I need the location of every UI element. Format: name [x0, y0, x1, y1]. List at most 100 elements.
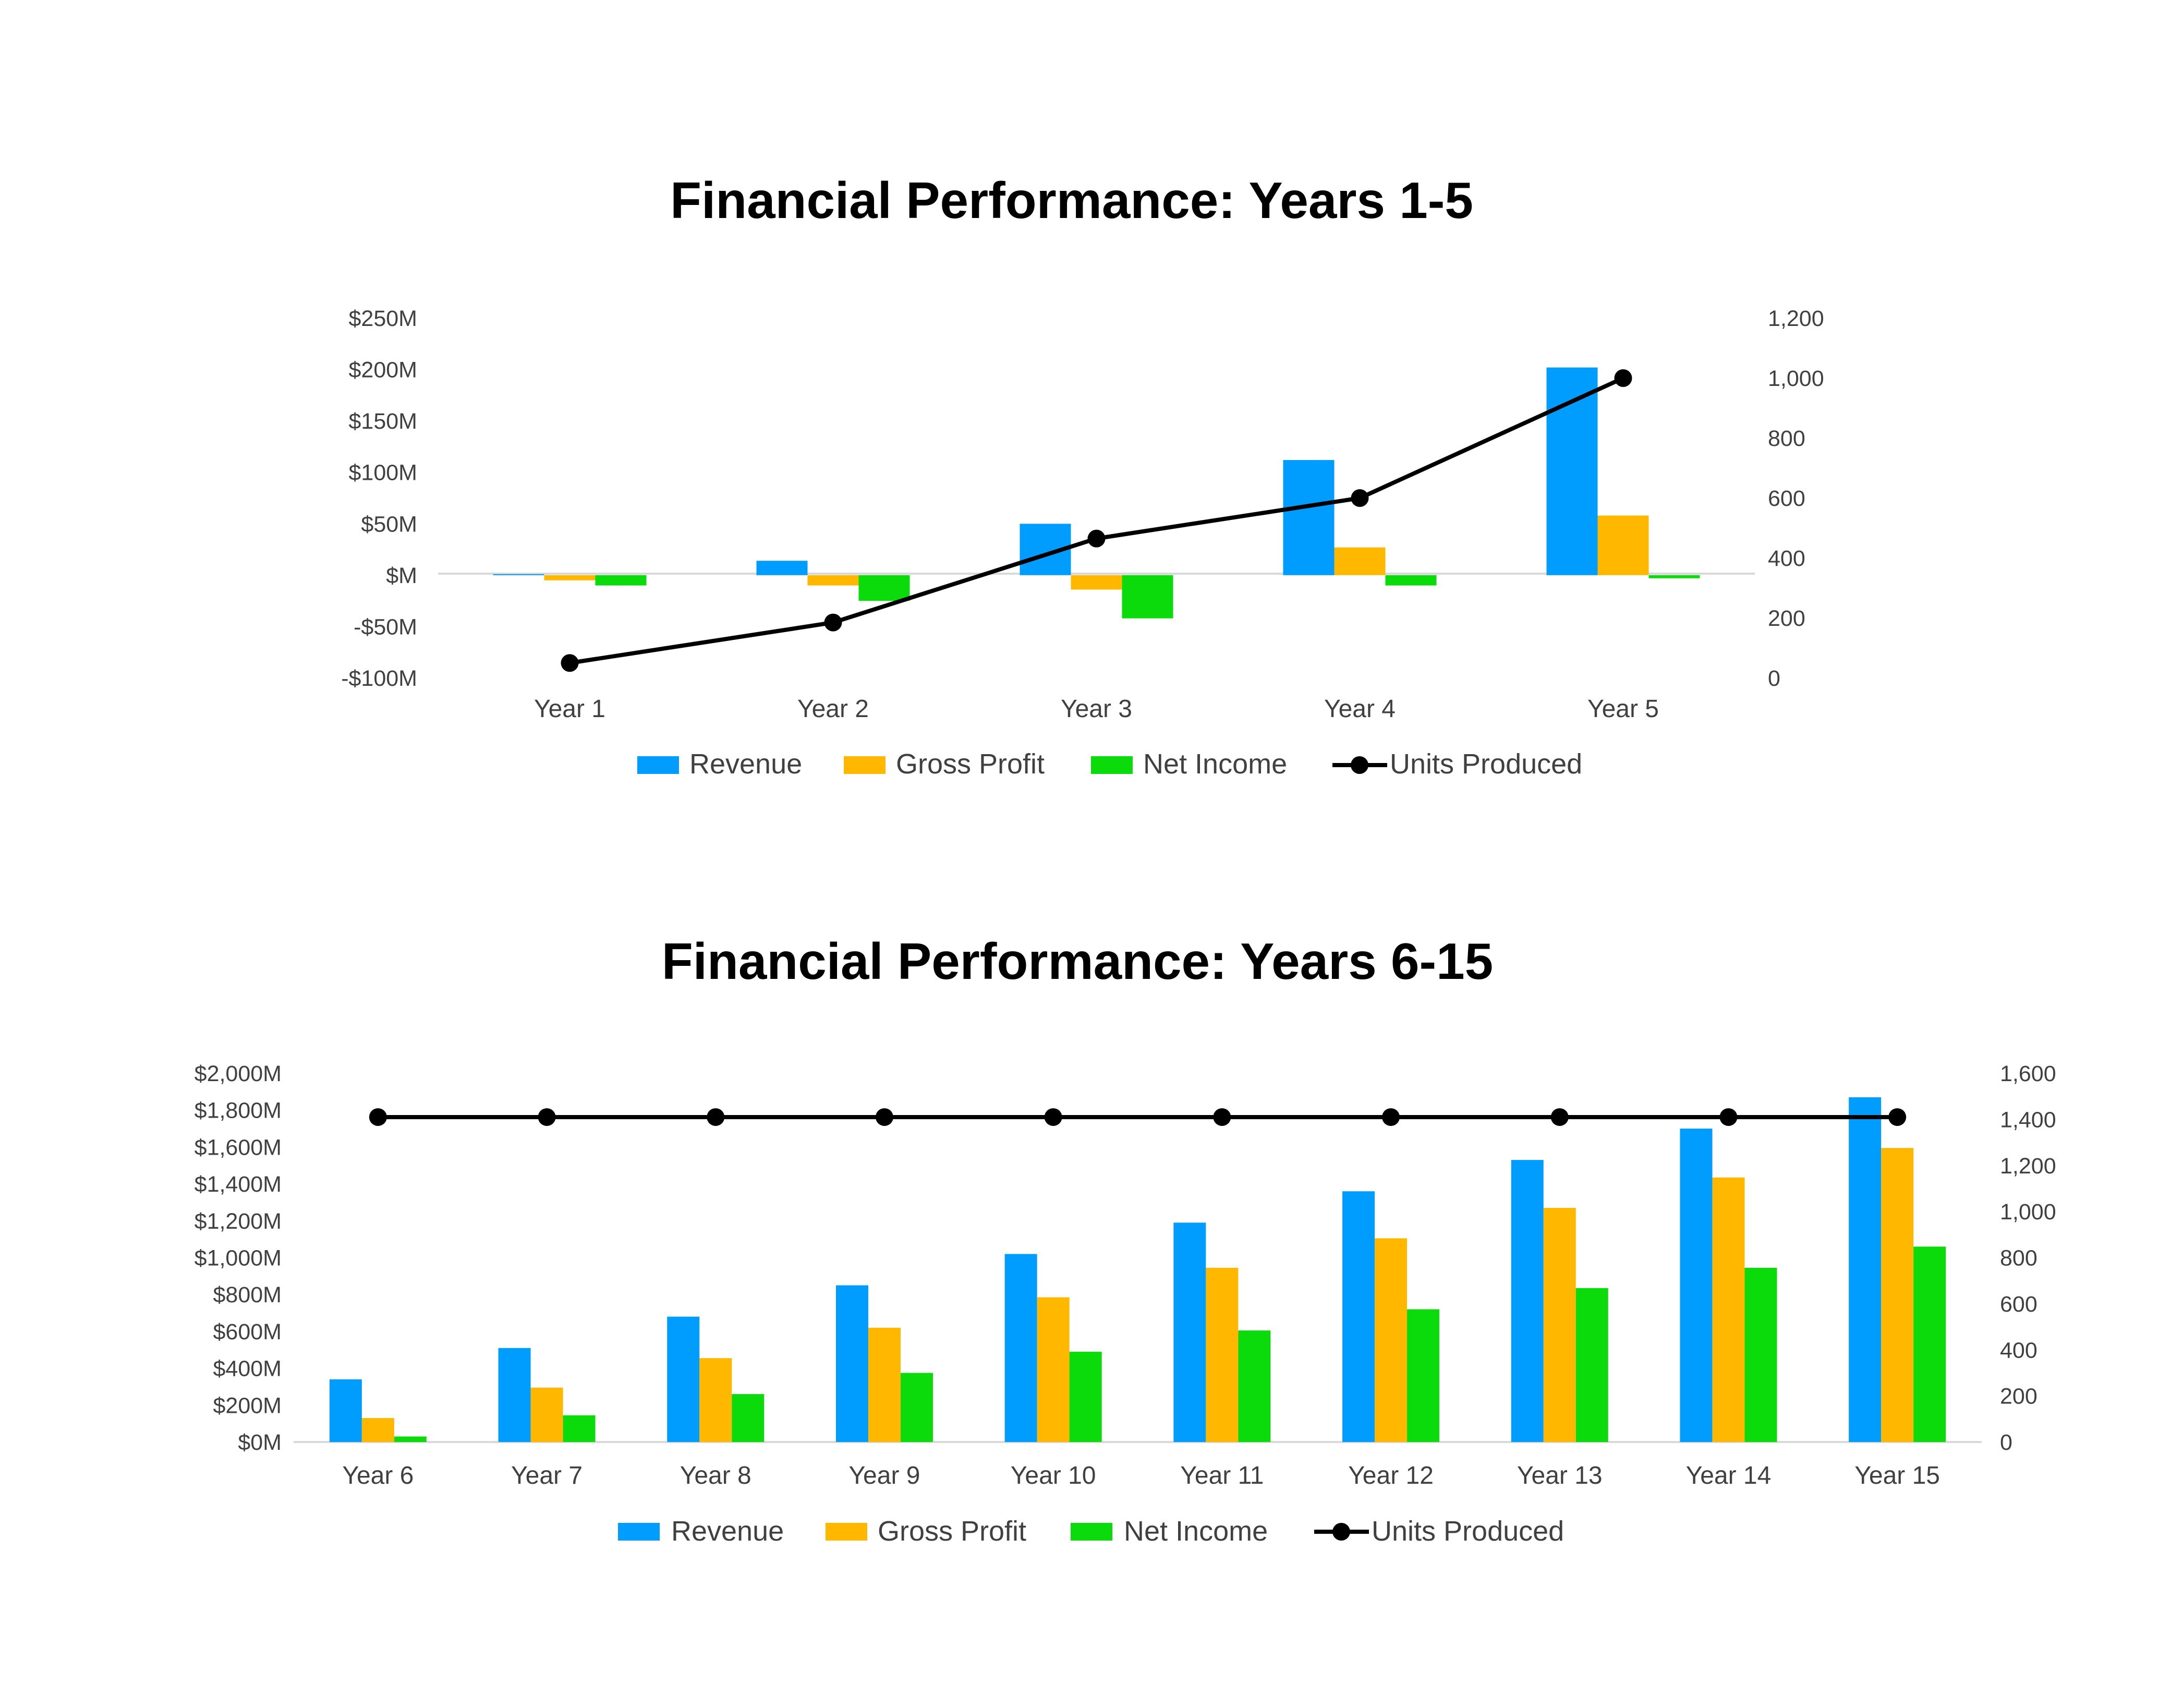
- gross-profit-bar[interactable]: [1206, 1267, 1239, 1442]
- net-income-bar[interactable]: [1385, 575, 1437, 586]
- bars: [493, 367, 1700, 619]
- units-produced-point[interactable]: [1382, 1108, 1400, 1126]
- units-produced-point[interactable]: [875, 1108, 893, 1126]
- gross-profit-bar[interactable]: [1071, 575, 1122, 590]
- x-tick-label: Year 15: [1854, 1462, 1940, 1489]
- legend-item-units-produced[interactable]: Units Produced: [1332, 748, 1582, 780]
- units-produced-point[interactable]: [1614, 369, 1632, 387]
- chart-years-6-15: Financial Performance: Years 6-15 $2,000…: [195, 932, 2056, 1547]
- units-produced-point[interactable]: [1044, 1108, 1062, 1126]
- x-tick-label: Year 9: [848, 1462, 920, 1489]
- gross-profit-bar[interactable]: [1334, 547, 1386, 575]
- net-income-bar[interactable]: [563, 1415, 596, 1442]
- units-produced-point[interactable]: [707, 1108, 725, 1126]
- net-income-bar[interactable]: [1648, 575, 1700, 578]
- net-income-bar[interactable]: [1744, 1267, 1777, 1442]
- net-income-bar[interactable]: [595, 575, 647, 586]
- units-produced-point[interactable]: [1351, 489, 1369, 507]
- y-tick-label: $1,600M: [195, 1135, 282, 1160]
- gross-profit-bar[interactable]: [807, 575, 859, 586]
- y-tick-label: $1,000M: [195, 1246, 282, 1271]
- gross-profit-bar[interactable]: [544, 575, 596, 580]
- net-income-bar[interactable]: [1122, 575, 1173, 619]
- units-produced-point[interactable]: [561, 654, 579, 672]
- units-line: [369, 1108, 1907, 1126]
- y2-tick-label: 1,000: [2000, 1200, 2056, 1225]
- units-produced-point[interactable]: [1087, 529, 1106, 548]
- net-income-bar[interactable]: [1913, 1246, 1946, 1442]
- revenue-bar[interactable]: [1849, 1097, 1882, 1442]
- units-produced-point[interactable]: [1719, 1108, 1738, 1126]
- revenue-bar[interactable]: [493, 574, 544, 575]
- y2-tick-label: 600: [2000, 1292, 2038, 1317]
- y2-tick-label: 0: [1768, 666, 1780, 691]
- revenue-bar[interactable]: [329, 1379, 362, 1442]
- x-tick-label: Year 10: [1011, 1462, 1096, 1489]
- gross-profit-bar[interactable]: [1597, 515, 1649, 575]
- y-tick-label: $1,800M: [195, 1098, 282, 1123]
- gross-profit-bar[interactable]: [530, 1387, 563, 1442]
- revenue-bar[interactable]: [1342, 1191, 1375, 1442]
- legend-item-net-income[interactable]: Net Income: [1091, 748, 1287, 780]
- x-tick-label: Year 8: [680, 1462, 751, 1489]
- x-tick-label: Year 4: [1324, 695, 1396, 723]
- legend-label: Net Income: [1143, 748, 1287, 780]
- legend-item-revenue[interactable]: Revenue: [618, 1516, 784, 1547]
- gross-profit-bar[interactable]: [1543, 1208, 1576, 1442]
- y-tick-label: $150M: [349, 409, 417, 434]
- gross-profit-bar[interactable]: [1037, 1297, 1070, 1442]
- legend-swatch: [826, 1523, 867, 1541]
- net-income-bar[interactable]: [1575, 1288, 1608, 1442]
- units-produced-point[interactable]: [1888, 1108, 1907, 1126]
- y-tick-label: $50M: [361, 512, 417, 537]
- net-income-bar[interactable]: [858, 575, 910, 601]
- x-tick-label: Year 7: [511, 1462, 583, 1489]
- x-tick-label: Year 14: [1686, 1462, 1772, 1489]
- gross-profit-bar[interactable]: [699, 1358, 732, 1442]
- revenue-bar[interactable]: [835, 1285, 868, 1442]
- legend-item-gross-profit[interactable]: Gross Profit: [844, 748, 1045, 780]
- gross-profit-bar[interactable]: [361, 1418, 394, 1442]
- gross-profit-bar[interactable]: [1712, 1177, 1745, 1442]
- gross-profit-bar[interactable]: [1881, 1148, 1914, 1442]
- units-produced-point[interactable]: [824, 613, 842, 632]
- revenue-bar[interactable]: [756, 561, 808, 575]
- net-income-bar[interactable]: [900, 1373, 933, 1442]
- revenue-bar[interactable]: [498, 1348, 531, 1442]
- gross-profit-bar[interactable]: [1375, 1238, 1408, 1442]
- net-income-bar[interactable]: [1238, 1330, 1271, 1442]
- revenue-bar[interactable]: [1283, 460, 1335, 575]
- units-produced-point[interactable]: [1213, 1108, 1231, 1126]
- gross-profit-bar[interactable]: [868, 1327, 901, 1442]
- legend-item-units-produced[interactable]: Units Produced: [1314, 1516, 1564, 1547]
- units-produced-point[interactable]: [369, 1108, 387, 1126]
- units-produced-point[interactable]: [1550, 1108, 1569, 1126]
- net-income-bar[interactable]: [1407, 1309, 1440, 1442]
- revenue-bar[interactable]: [667, 1316, 700, 1442]
- legend-item-net-income[interactable]: Net Income: [1071, 1516, 1268, 1547]
- revenue-bar[interactable]: [1546, 367, 1598, 575]
- net-income-bar[interactable]: [394, 1436, 427, 1442]
- y-tick-label: -$100M: [341, 666, 417, 691]
- right-axis: 1,600 1,400 1,200 1,000 800 600 400 200 0: [2000, 1061, 2056, 1455]
- revenue-bar[interactable]: [1173, 1222, 1206, 1442]
- net-income-bar[interactable]: [732, 1394, 765, 1442]
- revenue-bar[interactable]: [1511, 1160, 1544, 1442]
- revenue-bar[interactable]: [1004, 1254, 1037, 1442]
- chart-years-1-5: Financial Performance: Years 1-5 $250M$2…: [341, 172, 1824, 780]
- legend: Revenue Gross Profit Net Income Units Pr…: [618, 1516, 1564, 1547]
- revenue-bar[interactable]: [1680, 1129, 1713, 1442]
- units-line: [561, 369, 1632, 672]
- y-tick-label: $800M: [213, 1282, 282, 1307]
- left-axis: $250M $200M $150M $100M $50M $M -$50M -$100M: [341, 306, 417, 691]
- legend-item-gross-profit[interactable]: Gross Profit: [826, 1516, 1026, 1547]
- net-income-bar[interactable]: [1069, 1351, 1102, 1442]
- chart-title: Financial Performance: Years 6-15: [662, 932, 1493, 990]
- legend-item-revenue[interactable]: Revenue: [637, 748, 802, 780]
- legend-swatch: [844, 756, 886, 774]
- units-produced-point[interactable]: [538, 1108, 556, 1126]
- y-tick-label: $1,400M: [195, 1172, 282, 1197]
- x-axis: Year 6 Year 7 Year 8 Year 9 Year 10 Year 11 Ye…: [342, 1462, 1940, 1489]
- y2-tick-label: 200: [1768, 606, 1805, 631]
- y2-tick-label: 1,200: [1768, 306, 1824, 331]
